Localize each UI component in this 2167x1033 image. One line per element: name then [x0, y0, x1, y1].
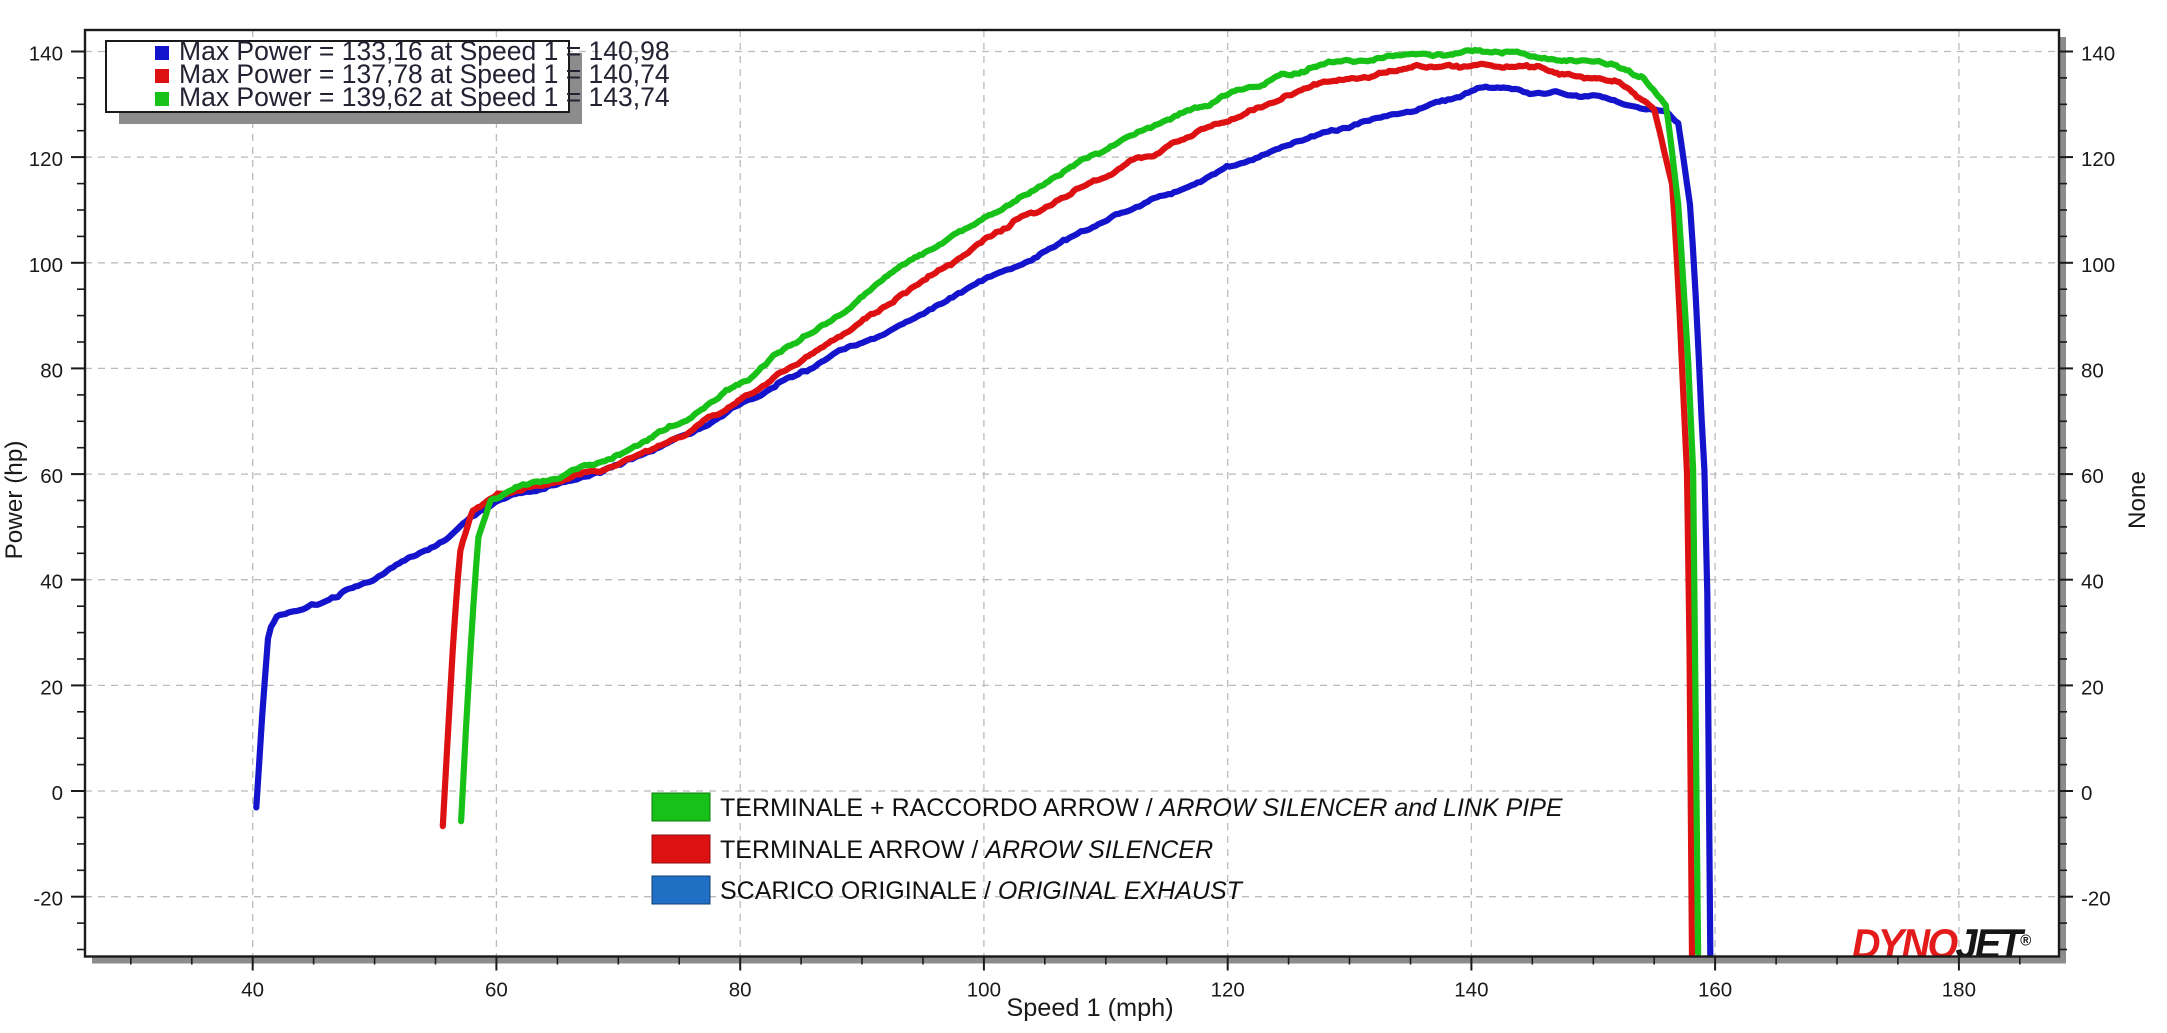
svg-text:100: 100 [967, 979, 1001, 1002]
svg-text:180: 180 [1942, 979, 1976, 1002]
svg-text:80: 80 [40, 359, 63, 382]
svg-text:120: 120 [1211, 979, 1245, 1002]
svg-text:-20: -20 [33, 888, 63, 911]
svg-text:60: 60 [40, 465, 63, 488]
svg-text:140: 140 [29, 43, 63, 66]
svg-text:140: 140 [2081, 43, 2115, 66]
svg-text:120: 120 [29, 148, 63, 171]
svg-text:160: 160 [1698, 979, 1732, 1002]
svg-text:-20: -20 [2081, 888, 2111, 911]
svg-text:40: 40 [2081, 571, 2104, 594]
svg-text:SCARICO ORIGINALE / ORIGINAL E: SCARICO ORIGINALE / ORIGINAL EXHAUST [720, 877, 1244, 905]
svg-text:80: 80 [2081, 359, 2104, 382]
svg-text:80: 80 [729, 979, 752, 1002]
svg-text:120: 120 [2081, 148, 2115, 171]
svg-text:Max Power = 139,62 at Speed 1: Max Power = 139,62 at Speed 1 = 143,74 [179, 82, 670, 112]
svg-text:40: 40 [40, 571, 63, 594]
svg-text:20: 20 [40, 676, 63, 699]
svg-text:0: 0 [2081, 782, 2092, 805]
svg-text:20: 20 [2081, 676, 2104, 699]
svg-text:Power (hp): Power (hp) [1, 441, 28, 560]
svg-text:140: 140 [1454, 979, 1488, 1002]
svg-text:100: 100 [29, 254, 63, 277]
svg-text:100: 100 [2081, 254, 2115, 277]
svg-text:TERMINALE + RACCORDO ARROW / A: TERMINALE + RACCORDO ARROW / ARROW SILEN… [720, 794, 1563, 822]
svg-text:60: 60 [2081, 465, 2104, 488]
svg-text:40: 40 [241, 979, 264, 1002]
svg-text:Speed 1 (mph): Speed 1 (mph) [1006, 994, 1173, 1022]
svg-text:0: 0 [52, 782, 63, 805]
svg-text:TERMINALE ARROW / ARROW SILENC: TERMINALE ARROW / ARROW SILENCER [720, 836, 1213, 864]
svg-text:60: 60 [485, 979, 508, 1002]
svg-text:None: None [2124, 471, 2151, 529]
